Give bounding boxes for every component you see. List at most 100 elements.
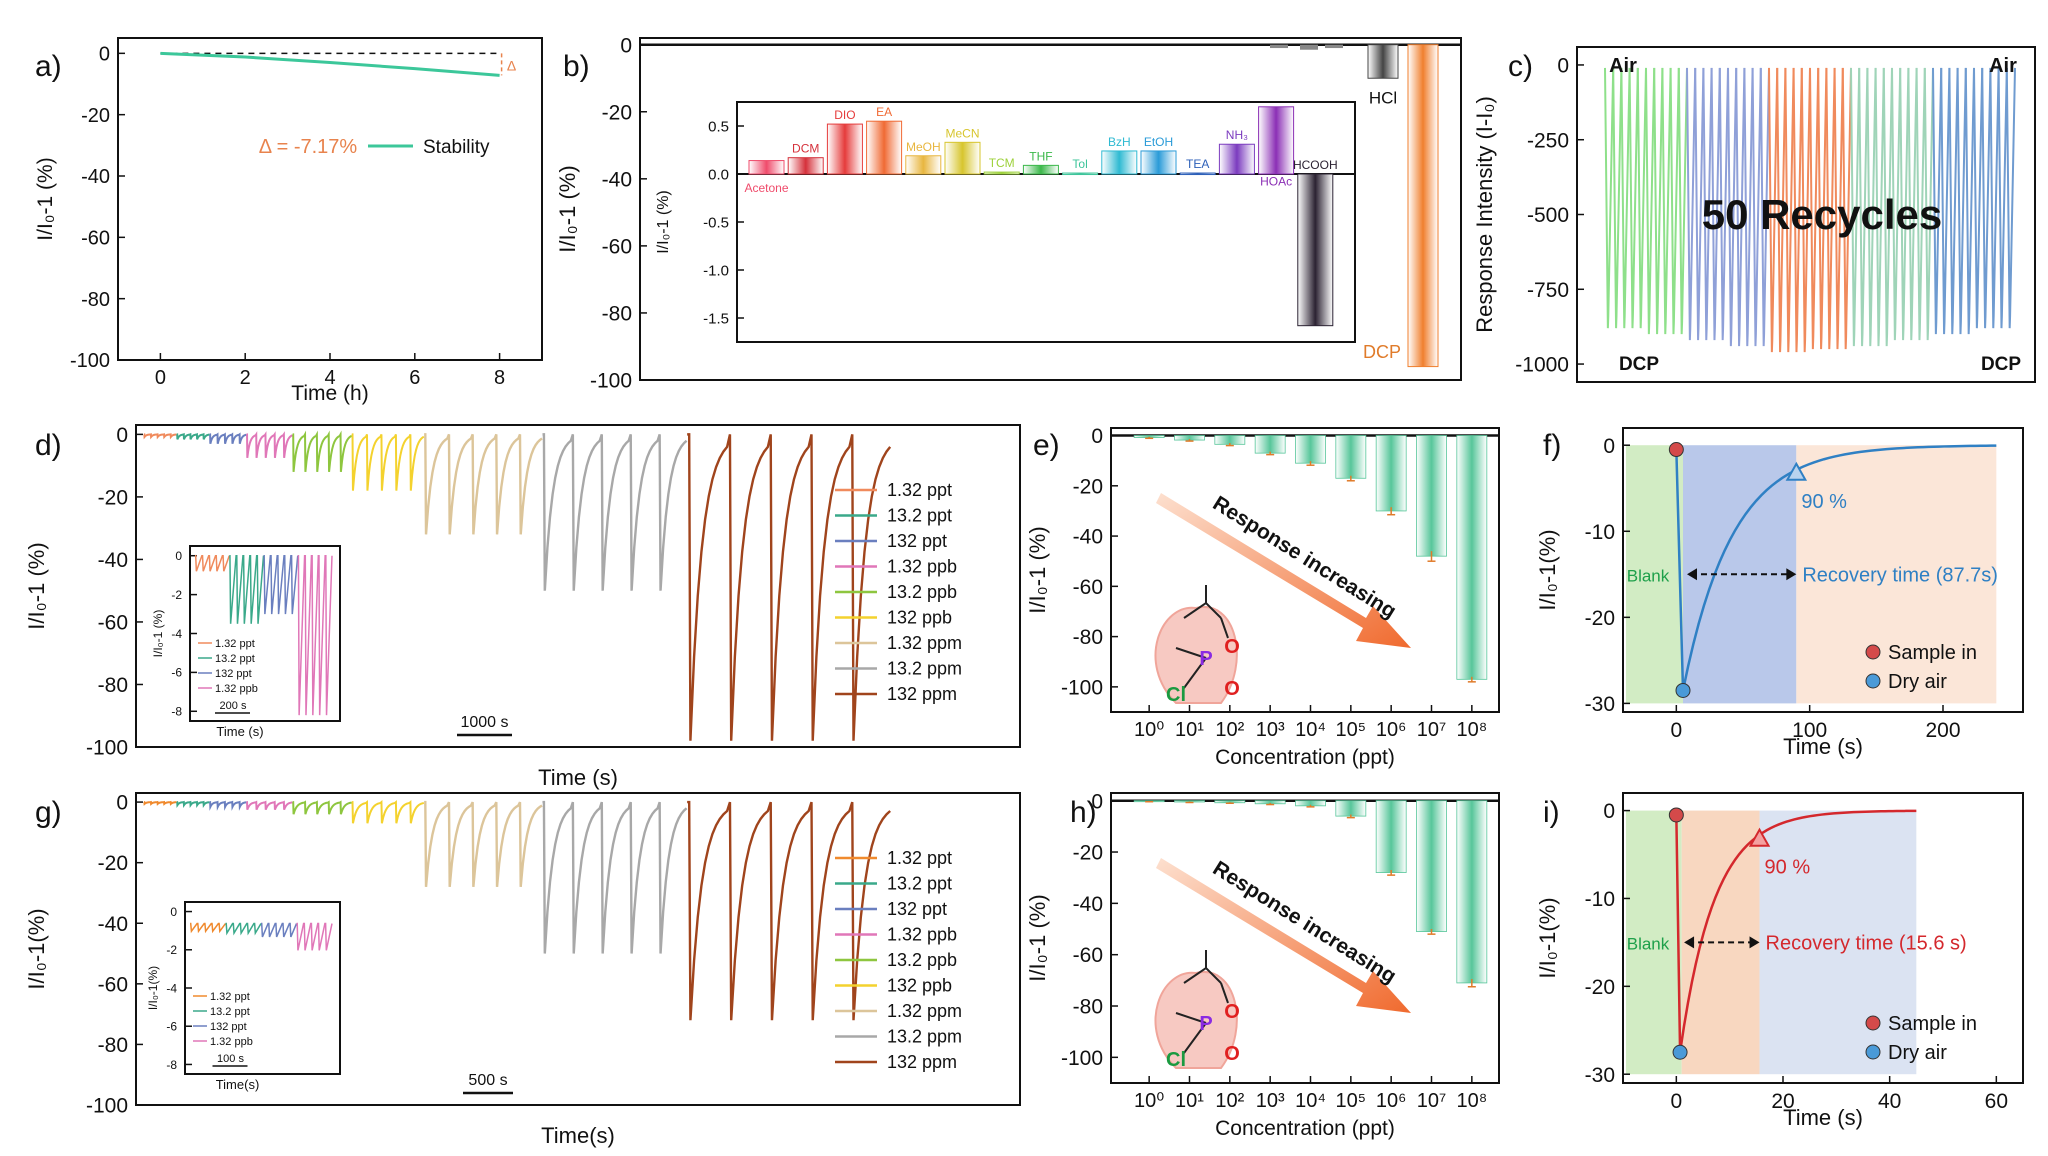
inset-legend-label: 1.32 ppb (215, 683, 258, 695)
inset-bar (1297, 173, 1334, 327)
x-tick-label: 10⁰ (1134, 719, 1164, 741)
inset-bar-label: EtOH (1144, 135, 1173, 149)
panel-label: f) (1543, 429, 1561, 462)
legend-label: 132 ppm (887, 1052, 957, 1072)
cycle-trace (1948, 67, 1959, 335)
x-tick-label: 40 (1878, 1090, 1901, 1113)
y-tick-label: 0.0 (708, 166, 729, 183)
y-tick-label: -6 (166, 1020, 177, 1034)
bar-dcp (1407, 44, 1439, 368)
legend-label: 1.32 ppb (887, 557, 957, 577)
y-tick-label: -40 (81, 166, 110, 188)
panel-label: g) (35, 796, 62, 829)
panel-d-frame (135, 424, 1021, 748)
series-line-stability (160, 51, 500, 77)
y-tick-label: -6 (171, 666, 182, 680)
x-tick-label: 10⁴ (1295, 719, 1326, 741)
y-tick-label: -20 (98, 852, 128, 875)
inset-bar (1140, 150, 1177, 175)
y-tick-label: -2 (166, 943, 177, 957)
y-tick-label: -40 (1073, 893, 1103, 916)
y-tick-label: -80 (98, 1034, 128, 1057)
inset-bar (944, 141, 981, 175)
cycle-trace (1800, 67, 1811, 353)
series-trace (687, 433, 892, 741)
cycle-trace (1932, 67, 1943, 335)
y-tick-label: -60 (81, 228, 110, 250)
legend-label: 1.32 ppt (887, 480, 952, 500)
label-air-left: Air (1609, 55, 1637, 77)
cycle-trace (1604, 67, 1615, 329)
y-tick-label: -60 (98, 612, 128, 635)
panel-g-frame (135, 792, 1021, 1106)
legend-label: Dry air (1888, 671, 1947, 693)
y-tick-label: -20 (1585, 976, 1615, 999)
legend-label: Dry air (1888, 1042, 1947, 1064)
label-dcp-right: DCP (1981, 354, 2021, 375)
panel-b-frame (639, 37, 1462, 381)
inset-trace (229, 554, 265, 624)
x-tick-label: 10⁷ (1417, 719, 1446, 741)
bar (1416, 435, 1447, 557)
y-tick-label: -4 (171, 627, 182, 641)
x-tick-label: 10¹ (1175, 1090, 1204, 1112)
cycle-trace (1923, 67, 1934, 341)
panel-a-frame (117, 37, 543, 361)
cycle-trace (1628, 67, 1639, 329)
label-ninety: 90 % (1765, 857, 1811, 879)
inset-bar (1062, 172, 1099, 176)
inset-bar-label: THF (1029, 149, 1052, 163)
y-tick-label: -10 (1585, 521, 1615, 544)
inset-bar-label: DIO (834, 108, 855, 122)
bar (1295, 435, 1326, 464)
panel-e-frame (1110, 427, 1500, 713)
legend-marker (1865, 1015, 1881, 1031)
x-tick-label: 10⁸ (1456, 719, 1487, 741)
legend-label: 1.32 ppb (887, 925, 957, 945)
label-ninety: 90 % (1801, 491, 1847, 513)
y-tick-label: -80 (602, 303, 632, 326)
y-tick-label: -100 (70, 350, 110, 372)
y-tick-label: 0 (170, 905, 177, 919)
y-tick-label: -60 (1073, 944, 1103, 967)
y-tick-label: -20 (98, 486, 128, 509)
molecule-atom-cl: Cl (1166, 684, 1186, 706)
series-trace (176, 800, 210, 808)
y-tick-label: 0 (620, 34, 632, 57)
series-trace (351, 433, 425, 491)
panel-i-frame (1622, 792, 2024, 1084)
y-tick-label: -60 (1073, 576, 1103, 599)
cycle-trace (1661, 67, 1672, 335)
marker-sample-in (1668, 442, 1684, 458)
cycle-trace (1751, 67, 1762, 347)
response-curve (1675, 444, 1997, 691)
y-tick-label: -80 (1073, 996, 1103, 1019)
cycle-trace (1858, 67, 1869, 347)
series-trace (542, 800, 688, 954)
annotation-delta: Δ = -7.17% (259, 136, 358, 158)
legend-label: 1.32 ppm (887, 633, 962, 653)
y-tick-label: 0 (175, 549, 182, 563)
label-air-right: Air (1989, 55, 2017, 77)
x-tick-label: 10² (1215, 1090, 1244, 1112)
y-tick-label: -80 (1073, 626, 1103, 649)
legend-label: 132 ppt (887, 899, 947, 919)
y-tick-label: -80 (98, 674, 128, 697)
cycle-trace (1620, 67, 1631, 329)
small-bar (1325, 44, 1343, 49)
y-tick-label: -8 (171, 705, 182, 719)
series-trace (687, 800, 891, 1021)
legend-marker (1865, 644, 1881, 660)
x-axis-label: Time (s) (538, 765, 618, 790)
cycle-trace (1727, 67, 1738, 347)
legend-label: 13.2 ppt (887, 874, 952, 894)
y-tick-label: -30 (1585, 693, 1615, 716)
bar (1456, 435, 1488, 680)
legend-label: 132 ppb (887, 608, 952, 628)
cycle-trace (1694, 67, 1705, 341)
x-tick-label: 10⁵ (1336, 719, 1367, 741)
arrow-head (1749, 936, 1760, 949)
y-tick-label: -100 (86, 737, 128, 760)
y-tick-label: -100 (1061, 1047, 1103, 1070)
